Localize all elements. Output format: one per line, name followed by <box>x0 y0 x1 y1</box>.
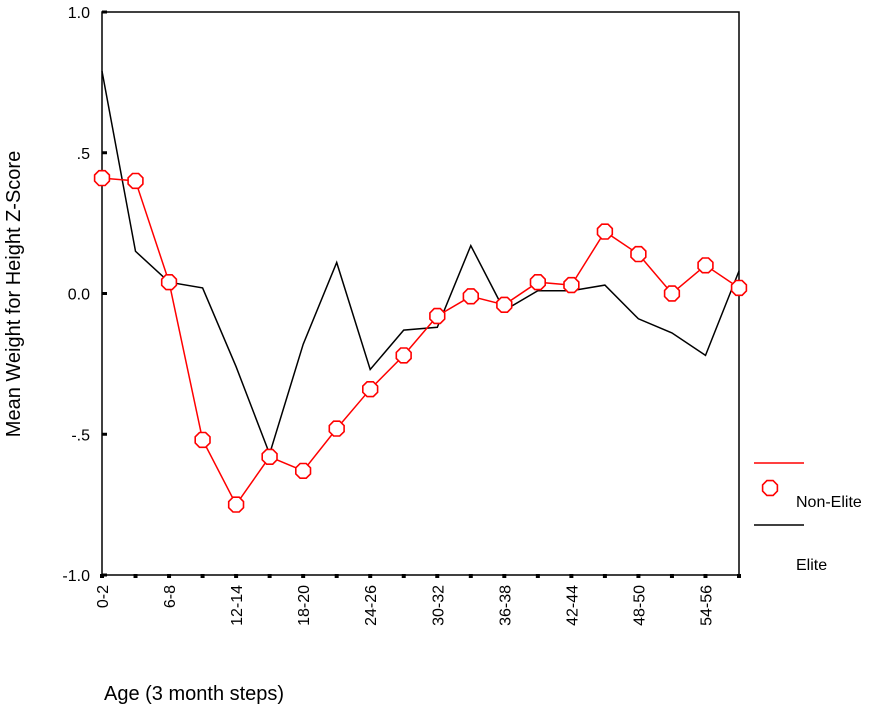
data-point-marker <box>194 431 211 449</box>
x-tick-label: 24-26 <box>363 585 380 626</box>
data-point-marker <box>563 276 580 294</box>
series-line-elite <box>101 70 740 457</box>
legend-marker-octagon <box>761 479 779 497</box>
series-elite <box>101 70 740 457</box>
x-tick-label: 6-8 <box>162 585 179 608</box>
data-point-marker <box>496 296 513 314</box>
x-tick-label: 42-44 <box>564 585 581 626</box>
x-tick-label: 36-38 <box>497 585 514 626</box>
data-point-marker <box>429 307 446 325</box>
axis-ticks <box>100 10 741 578</box>
legend: Non-Elite Elite <box>754 462 862 574</box>
y-tick-label: .5 <box>77 146 90 163</box>
series-layer <box>93 70 748 513</box>
legend-label-non-elite: Non-Elite <box>796 494 862 511</box>
data-point-marker <box>596 223 614 240</box>
y-tick-label: 1.0 <box>68 5 90 22</box>
y-tick-label: -1.0 <box>62 568 90 585</box>
data-point-marker <box>328 420 345 437</box>
y-axis-title-group: Mean Weight for Height Z-Score <box>3 151 25 437</box>
data-point-marker <box>294 462 312 480</box>
data-point-marker <box>227 496 245 513</box>
data-point-marker <box>395 347 412 364</box>
x-tick-label: 12-14 <box>229 585 246 626</box>
series-line-non-elite <box>101 177 740 507</box>
legend-label-elite: Elite <box>796 557 827 574</box>
legend-swatch-non-elite-marker <box>761 479 779 497</box>
data-point-marker <box>630 245 647 263</box>
x-tick-labels: 0-2 6-8 12-14 18-20 24-26 30-32 36-38 42-44 48-5… <box>95 585 715 626</box>
x-tick-label: 0-2 <box>95 585 112 608</box>
y-tick-label: -.5 <box>71 427 90 444</box>
data-point-marker <box>93 169 111 187</box>
data-point-marker <box>127 172 144 190</box>
x-tick-label: 18-20 <box>296 585 313 626</box>
y-axis-title: Mean Weight for Height Z-Score <box>3 151 25 437</box>
data-point-marker <box>730 279 748 297</box>
data-point-marker <box>697 257 714 274</box>
data-point-marker <box>361 380 379 398</box>
y-tick-labels: 1.0 .5 0.0 -.5 -1.0 <box>62 5 90 585</box>
x-tick-label: 48-50 <box>631 585 648 626</box>
data-point-marker <box>261 448 278 466</box>
data-point-marker <box>529 273 547 291</box>
x-axis-title: Age (3 month steps) <box>104 683 284 705</box>
data-point-marker <box>663 285 681 302</box>
x-tick-label: 30-32 <box>430 585 447 626</box>
plot-frame <box>101 11 740 576</box>
series-non-elite <box>93 169 748 513</box>
data-point-marker <box>462 288 480 305</box>
data-point-marker <box>160 273 178 291</box>
x-tick-label: 54-56 <box>698 585 715 626</box>
y-tick-label: 0.0 <box>68 287 90 304</box>
